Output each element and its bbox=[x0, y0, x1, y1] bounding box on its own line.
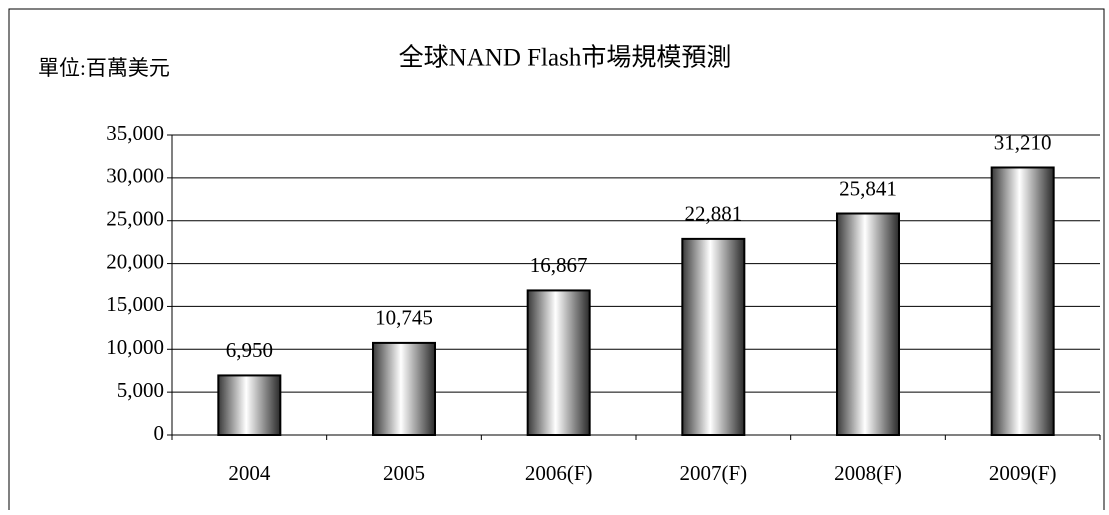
value-label: 22,881 bbox=[684, 202, 742, 226]
value-label: 10,745 bbox=[375, 306, 433, 330]
value-label: 6,950 bbox=[226, 338, 273, 362]
x-tick-label: 2008(F) bbox=[834, 461, 902, 485]
y-tick-label: 30,000 bbox=[106, 164, 164, 188]
bar bbox=[990, 166, 1055, 436]
x-tick-label: 2005 bbox=[383, 461, 425, 485]
y-tick-label: 20,000 bbox=[106, 249, 164, 273]
value-label: 31,210 bbox=[994, 130, 1052, 154]
bar bbox=[836, 212, 900, 436]
bar bbox=[217, 374, 282, 436]
value-label: 25,841 bbox=[839, 176, 897, 200]
chart-title: 全球NAND Flash市場規模預測 bbox=[399, 44, 732, 72]
x-tick-label: 2009(F) bbox=[989, 461, 1057, 485]
bar bbox=[681, 237, 746, 436]
frame bbox=[8, 8, 1105, 515]
y-tick-label: 0 bbox=[154, 421, 165, 445]
x-tick-label: 2006(F) bbox=[525, 461, 593, 485]
bar bbox=[526, 289, 591, 436]
value-label: 16,867 bbox=[530, 253, 588, 277]
bar bbox=[372, 341, 436, 436]
y-tick-label: 25,000 bbox=[106, 207, 164, 231]
x-tick-label: 2004 bbox=[228, 461, 271, 485]
y-tick-label: 15,000 bbox=[106, 292, 164, 316]
y-tick-label: 5,000 bbox=[117, 378, 164, 402]
x-tick-label: 2007(F) bbox=[679, 461, 747, 485]
y-tick-label: 35,000 bbox=[106, 121, 164, 145]
unit-label: 單位:百萬美元 bbox=[38, 56, 170, 80]
y-tick-label: 10,000 bbox=[106, 335, 164, 359]
